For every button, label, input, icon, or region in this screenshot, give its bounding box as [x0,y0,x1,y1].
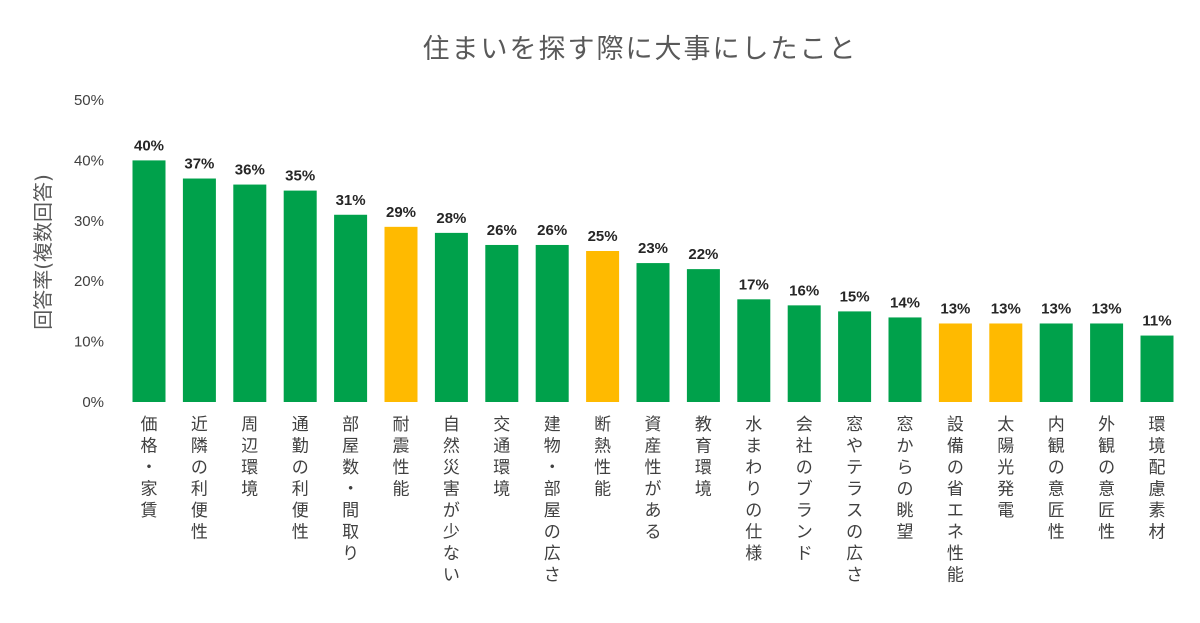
data-label: 31% [336,192,366,209]
data-label: 15% [840,288,870,305]
category-label: 近隣の利便性 [191,415,208,543]
category-label: 環境配慮素材 [1149,415,1166,543]
data-label: 28% [436,210,466,227]
category-label: 耐震性能 [393,415,410,500]
data-label: 16% [789,282,819,299]
data-label: 25% [588,228,618,245]
bar [535,244,569,402]
bar [636,263,670,402]
category-label: 周辺環境 [241,415,258,500]
bar [434,232,468,402]
y-tick-label: 30% [74,213,104,230]
data-label: 40% [134,137,164,154]
data-label: 35% [285,168,315,185]
y-tick-label: 40% [74,152,104,169]
category-label: 太陽光発電 [997,415,1014,521]
category-label: 外観の意匠性 [1098,415,1115,543]
data-label: 23% [638,240,668,257]
bar [182,178,216,402]
bar [888,317,922,402]
bars [132,160,1174,402]
category-label: 通勤の利便性 [292,415,309,543]
data-label: 26% [537,222,567,239]
y-tick-label: 20% [74,273,104,290]
data-label: 22% [688,246,718,263]
category-label: 価格・家賃 [141,415,158,521]
bar [233,184,267,402]
chart-title: 住まいを探す際に大事にしたこと [423,34,858,65]
data-label: 13% [991,300,1021,317]
bar [283,190,317,402]
y-axis-label: 回答率(複数回答) [31,174,55,330]
y-tick-label: 50% [74,92,104,109]
category-label: 内観の意匠性 [1048,415,1065,543]
category-label: 窓やテラスの広さ [846,415,863,586]
bar [838,311,872,402]
data-label: 37% [184,156,214,173]
bar [686,269,720,402]
category-label: 断熱性能 [594,415,611,500]
bar [132,160,166,402]
data-label: 17% [739,276,769,293]
category-label: 自然災害が少ない [443,415,460,586]
category-label: 資産性がある [645,415,662,543]
data-label: 36% [235,162,265,179]
data-label: 13% [940,300,970,317]
category-label: 会社のブランド [796,415,813,564]
category-label: 教育環境 [695,415,712,500]
category-label: 窓からの眺望 [897,415,914,543]
bar [485,244,519,402]
bar [384,226,418,402]
category-label: 設備の省エネ性能 [947,415,964,586]
bar [1140,335,1174,402]
data-label: 26% [487,222,517,239]
data-labels: 40% 37% 36% 35% 31% 29% 28% 26% 26% 25% 23% 22% 17% 1… [134,137,1172,329]
data-label: 14% [890,294,920,311]
bar [1039,323,1073,402]
bar [1090,323,1124,402]
bar [334,214,368,402]
category-label: 部屋数・間取り [342,415,359,564]
y-tick-label: 0% [82,394,104,411]
category-label: 交通環境 [493,415,510,500]
bar [737,299,771,402]
data-label: 29% [386,204,416,221]
x-axis-labels: 価格・家賃 近隣の利便性 周辺環境 通勤の利便性 部屋数・間取り 耐震性能 自然災害が少ない… [141,415,1166,586]
bar [989,323,1023,402]
category-label: 建物・部屋の広さ [544,415,561,586]
bar [938,323,972,402]
bar [787,305,821,402]
data-label: 13% [1092,300,1122,317]
data-label: 11% [1142,313,1171,330]
category-label: 水まわりの仕様 [745,415,762,564]
y-axis-ticks: 0% 10% 20% 30% 40% 50% [74,92,104,411]
data-label: 13% [1041,300,1071,317]
y-tick-label: 10% [74,334,104,351]
bar [586,251,620,402]
